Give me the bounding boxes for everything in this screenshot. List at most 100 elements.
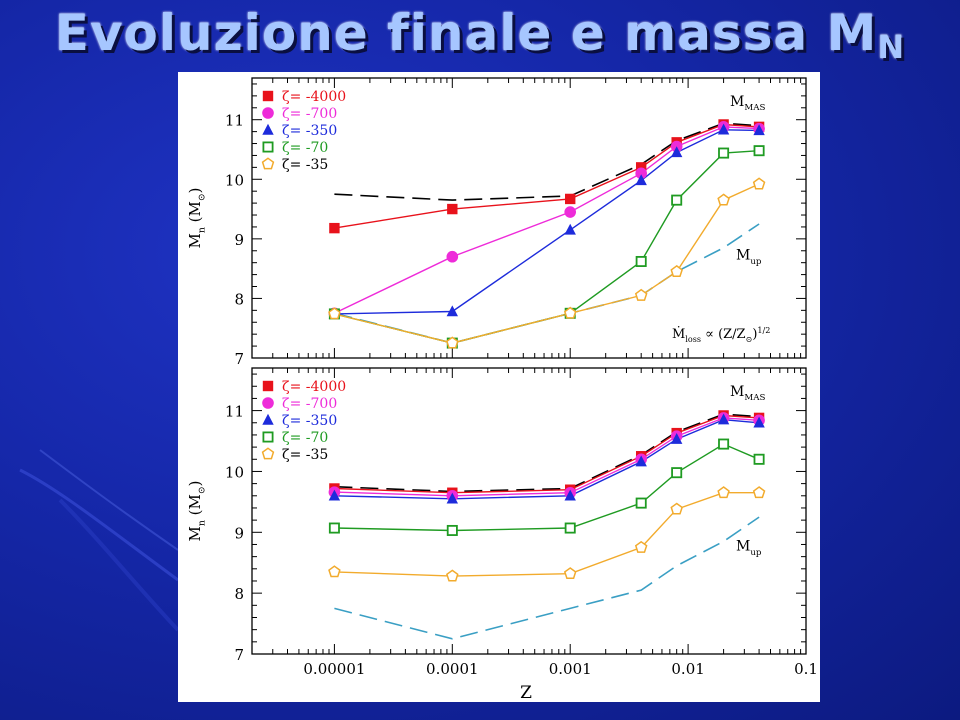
- panel-1-series-4-point: [671, 194, 683, 206]
- panel-1-series-1-point: [447, 203, 458, 215]
- panel-2-series-3-point: [328, 489, 341, 501]
- panel-2-y-axis-label: Mn (M⊙): [186, 481, 208, 542]
- panel-1-series-1-point: [329, 222, 340, 234]
- panel-1-legend-label-4: ζ= -70: [282, 140, 328, 156]
- panel-1-legend-marker-3: [262, 123, 274, 135]
- panel-2-series-5-point: [328, 565, 341, 578]
- panel-2-y-tick-label: 11: [225, 403, 244, 421]
- panel-2-series-4-point: [328, 522, 340, 534]
- panel-1-legend-label-2: ζ= -700: [282, 106, 337, 122]
- panel-2-legend-label-5: ζ= -35: [282, 447, 328, 463]
- panel-1-y-tick-label: 8: [234, 290, 244, 308]
- panel-1-series-1-point: [565, 193, 576, 205]
- panel-1-series-3-point: [635, 174, 647, 186]
- panel-2-legend-label-1: ζ= -4000: [282, 379, 346, 395]
- panel-2-y-tick-label: 9: [234, 524, 244, 542]
- panel-1-series-2-point: [446, 250, 459, 263]
- panel-1-series-line-1: [334, 123, 760, 229]
- panel-1-series-5-point: [634, 288, 648, 301]
- panel-1-series-3-point: [717, 123, 730, 135]
- panel-2-series-5-point: [634, 540, 648, 553]
- panel-2-legend-marker-1: [262, 380, 274, 392]
- panel-2-series-5-point: [563, 567, 577, 580]
- panel-2-legend-marker-2: [262, 397, 274, 409]
- panel-1-series-4-point: [635, 255, 647, 267]
- panel-1-series-3-point: [753, 124, 765, 136]
- panel-1-series-line-2: [334, 126, 760, 314]
- panel-1-y-tick-label: 9: [234, 231, 244, 249]
- panel-1-series-4-point: [753, 145, 765, 157]
- panel-2-series-line-2: [334, 417, 760, 497]
- panel-1-legend-marker-4: [262, 141, 274, 153]
- panel-2-x-tick-label: 0.01: [671, 660, 704, 678]
- panel-1-series-line-3: [334, 129, 760, 315]
- panel-2-series-4-point: [564, 522, 576, 534]
- figure-panel: 7 8 9 10 11 Mn (M⊙) ζ= -4000 ζ= -700 ζ= -350 ζ= -…: [178, 72, 820, 702]
- panel-2-series-3-point: [670, 432, 683, 444]
- panel-1-annotation-mup: Mup: [736, 248, 762, 267]
- panel-2-series-3-point: [717, 413, 730, 425]
- panel-1-series-line-5: [334, 183, 760, 344]
- panel-1-frame: [251, 77, 807, 359]
- panel-1-legend-label-1: ζ= -4000: [282, 89, 346, 105]
- panel-1-legend-marker-5: [261, 157, 275, 170]
- slide-title-main: Evoluzione finale e massa M: [54, 4, 878, 62]
- panel-1-series-5-point: [328, 307, 341, 320]
- panel-2-legend-marker-5: [261, 447, 275, 460]
- panel-2-legend-marker-3: [262, 413, 274, 425]
- panel-2-series-3-point: [635, 455, 647, 467]
- panel-2-y-tick-label: 8: [234, 585, 244, 603]
- panel-2-legend-marker-4: [262, 431, 274, 443]
- panel-1-series-5-point: [670, 264, 683, 277]
- panel-2-series-4-point: [718, 438, 730, 450]
- panel-2-x-tick-label: 0.00001: [303, 660, 365, 678]
- panel-1-legend-label-5: ζ= -35: [282, 157, 328, 173]
- background-swoosh: [19, 449, 180, 632]
- panel-2-x-tick-label: 0.001: [549, 660, 592, 678]
- panel-2-x-tick-label: 0.0001: [426, 660, 479, 678]
- panel-2-series-3-point: [446, 492, 459, 504]
- panel-2-dashed-line-mup: [334, 516, 760, 640]
- panel-1-series-2-point: [564, 206, 577, 218]
- panel-2-series-5-point: [446, 569, 459, 582]
- panel-2-legend-label-2: ζ= -700: [282, 396, 337, 412]
- panel-1-y-tick-label: 7: [234, 350, 244, 368]
- panel-2-series-5-point: [717, 486, 730, 499]
- panel-2-x-tick-label: 0.1: [794, 660, 818, 678]
- panel-2-series-5-point: [670, 502, 683, 515]
- panel-2-series-line-1: [334, 414, 760, 494]
- panel-1-series-1-point: [635, 162, 647, 173]
- panel-1-series-4-point: [718, 147, 730, 159]
- panel-2-y-tick-label: 10: [225, 463, 244, 481]
- panel-2-series-line-4: [334, 443, 760, 532]
- panel-1-series-5-point: [446, 336, 459, 349]
- panel-1-y-tick-label: 11: [225, 112, 244, 130]
- panel-2-series-4-point: [753, 453, 765, 465]
- slide-title-subscript: N: [877, 28, 906, 66]
- panel-2-series-4-point: [635, 497, 647, 509]
- panel-1-series-3-point: [670, 146, 683, 158]
- panel-1-legend-marker-1: [262, 90, 274, 102]
- panel-2-series-line-3: [334, 418, 760, 500]
- panel-2-series-3-point: [564, 489, 576, 501]
- panel-1-series-3-point: [446, 305, 459, 317]
- panel-1-annotation-mmas: MMAS: [730, 94, 765, 113]
- panel-1-annotation-mloss: Ṁloss ∝ (Z/Z⊙)1/2: [672, 325, 770, 344]
- panel-2-series-4-point: [671, 467, 683, 479]
- panel-2-annotation-mup: Mup: [736, 539, 762, 558]
- panel-1-series-5-point: [563, 306, 577, 319]
- panel-2-legend-label-4: ζ= -70: [282, 430, 328, 446]
- panel-1-legend-label-3: ζ= -350: [282, 123, 337, 139]
- panel-1-legend-marker-2: [262, 107, 274, 119]
- panel-1-series-5-point: [717, 193, 730, 206]
- panel-2-legend-label-3: ζ= -350: [282, 413, 337, 429]
- panel-1-series-5-point: [752, 177, 766, 190]
- slide-title: Evoluzione finale e massa MN: [0, 4, 960, 66]
- panel-2-y-tick-label: 7: [234, 646, 244, 664]
- panel-2-series-3-point: [753, 416, 765, 428]
- panel-2-frame: [251, 367, 807, 655]
- panel-1-y-axis-label: Mn (M⊙): [186, 188, 208, 249]
- panel-1-series-3-point: [564, 223, 576, 235]
- panel-1-series-2-point: [635, 167, 647, 180]
